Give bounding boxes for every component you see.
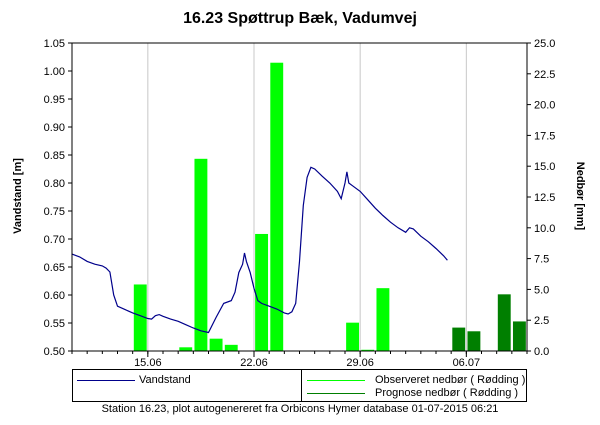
y-right-tick-label: 5.0: [534, 284, 549, 296]
legend-item-prognose: Prognose nedbør ( Rødding ): [307, 386, 522, 400]
chart-title: 16.23 Spøttrup Bæk, Vadumvej: [183, 10, 417, 27]
grid-lines: [147, 43, 467, 351]
y-left-tick-label: 0.60: [44, 290, 65, 302]
x-tick-label: 22.06: [240, 357, 268, 369]
precip-bar: [467, 331, 481, 351]
legend-swatch-observeret: [307, 380, 365, 381]
y-left-tick-label: 0.90: [44, 122, 65, 134]
legend-label-vandstand: Vandstand: [139, 374, 191, 386]
legend: Vandstand Observeret nedbør ( Rødding ) …: [72, 369, 527, 402]
legend-swatch-prognose: [307, 393, 365, 394]
y-left-tick-label: 0.80: [44, 178, 65, 190]
y-left-tick-label: 0.55: [44, 318, 65, 330]
y-right-tick-label: 20.0: [534, 100, 555, 112]
precip-bar: [497, 294, 511, 351]
x-tick-label: 15.06: [134, 357, 162, 369]
legend-label-observeret: Observeret nedbør ( Rødding ): [375, 374, 526, 386]
y-left-tick-label: 1.00: [44, 66, 65, 78]
precip-bar: [224, 344, 238, 351]
y-left-tick-label: 0.65: [44, 262, 65, 274]
y-axis-left-label: Vandstand [m]: [12, 158, 24, 234]
y-left-tick-label: 1.05: [44, 38, 65, 50]
precip-bar: [270, 62, 284, 351]
precip-bar: [194, 158, 208, 351]
y-right-tick-label: 10.0: [534, 223, 555, 235]
y-right-tick-label: 25.0: [534, 38, 555, 50]
y-axis-right-label: Nedbør [mm]: [574, 162, 586, 231]
water-level-line: [71, 166, 448, 334]
y-left-tick-label: 0.85: [44, 150, 65, 162]
precip-bar: [512, 321, 526, 351]
x-tick-label: 06.07: [453, 357, 481, 369]
y-right-tick-label: 15.0: [534, 161, 555, 173]
water-level-series: [71, 166, 448, 334]
y-right-tick-label: 17.5: [534, 130, 555, 142]
precip-bar: [346, 322, 360, 351]
y-left-tick-label: 0.70: [44, 234, 65, 246]
axes: 0.50 0.55 0.60 0.65 0.70 0.75 0.80 0.85 0.90 0.95…: [44, 38, 556, 369]
y-right-tick-label: 22.5: [534, 69, 555, 81]
legend-item-observeret: Observeret nedbør ( Rødding ): [307, 373, 526, 387]
legend-swatch-vandstand: [77, 380, 135, 381]
precip-bar: [376, 288, 390, 351]
x-tick-label: 29.06: [346, 357, 374, 369]
legend-divider: [301, 370, 302, 401]
footer-note: Station 16.23, plot autogenereret fra Or…: [101, 403, 499, 415]
legend-label-prognose: Prognose nedbør ( Rødding ): [375, 387, 519, 399]
y-right-tick-label: 0.0: [534, 346, 549, 358]
y-left-tick-label: 0.75: [44, 206, 65, 218]
precipitation-bars: [133, 62, 526, 351]
precip-bar: [361, 349, 375, 351]
y-right-tick-label: 12.5: [534, 192, 555, 204]
legend-item-vandstand: Vandstand: [77, 373, 297, 387]
precip-bar: [255, 233, 269, 351]
precip-bar: [209, 338, 223, 351]
y-right-tick-label: 2.5: [534, 315, 549, 327]
precip-bar: [452, 327, 466, 351]
precip-bar: [133, 284, 147, 351]
precip-bar: [179, 347, 193, 351]
y-left-tick-label: 0.95: [44, 94, 65, 106]
y-left-tick-label: 0.50: [44, 346, 65, 358]
y-right-tick-label: 7.5: [534, 254, 549, 266]
